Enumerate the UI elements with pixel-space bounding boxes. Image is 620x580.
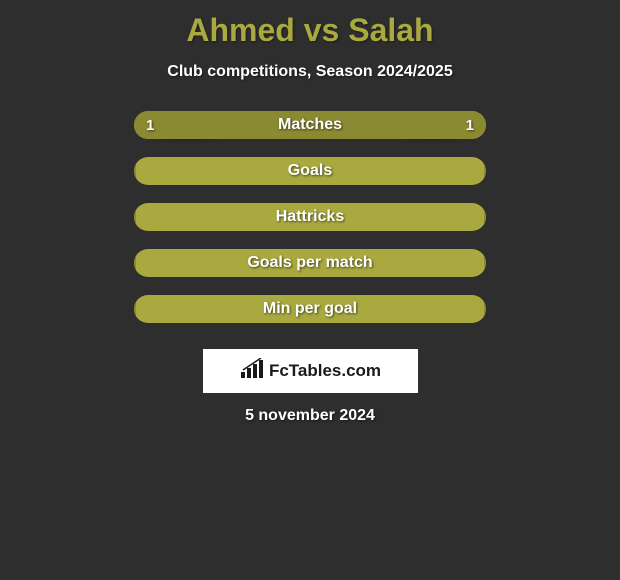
stat-bar: Goals per match <box>134 249 486 277</box>
stat-row: Min per goal <box>134 295 486 323</box>
stat-label: Min per goal <box>263 300 357 318</box>
chart-icon <box>239 358 265 385</box>
page-title: Ahmed vs Salah <box>186 12 433 49</box>
date-text: 5 november 2024 <box>245 407 375 425</box>
stat-row: Goals per match <box>134 249 486 277</box>
stat-bar: Min per goal <box>134 295 486 323</box>
stat-value-left: 1 <box>146 117 154 134</box>
page-subtitle: Club competitions, Season 2024/2025 <box>167 63 452 81</box>
stat-row: Hattricks <box>134 203 486 231</box>
stat-value-right: 1 <box>466 117 474 134</box>
stat-bar: Hattricks <box>134 203 486 231</box>
bar-fill-left <box>134 295 136 323</box>
bar-fill-right <box>484 203 486 231</box>
stat-row: Goals <box>134 157 486 185</box>
logo-text: FcTables.com <box>269 361 381 381</box>
bar-fill-right <box>484 295 486 323</box>
bar-fill-left <box>134 157 136 185</box>
stat-label: Goals <box>288 162 332 180</box>
stat-label: Hattricks <box>276 208 344 226</box>
stat-row: 1 1 Matches <box>134 111 486 139</box>
stat-label: Matches <box>278 116 342 134</box>
logo-box: FcTables.com <box>203 349 418 393</box>
bar-fill-left <box>134 203 136 231</box>
stats-rows: 1 1 Matches Goals Hattricks Goals per match Mi… <box>134 111 486 341</box>
main-container: Ahmed vs Salah Club competitions, Season… <box>0 0 620 435</box>
stat-bar: 1 1 Matches <box>134 111 486 139</box>
stat-label: Goals per match <box>247 254 372 272</box>
stat-bar: Goals <box>134 157 486 185</box>
bar-fill-left <box>134 249 136 277</box>
bar-fill-right <box>484 157 486 185</box>
logo-inner: FcTables.com <box>239 358 381 385</box>
bar-fill-right <box>484 249 486 277</box>
